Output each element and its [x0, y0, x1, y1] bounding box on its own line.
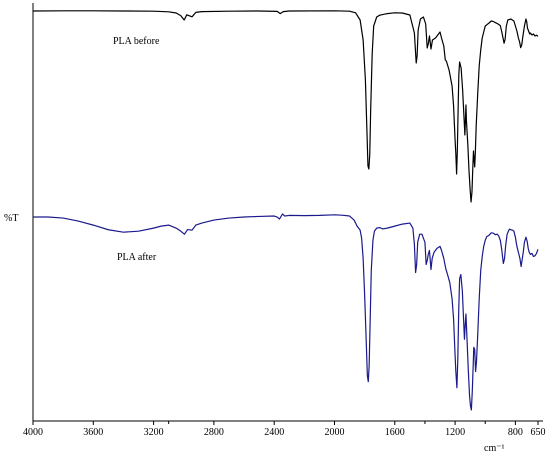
series-pla-after [33, 213, 539, 411]
series-label-before: PLA before [113, 36, 160, 47]
series-pla-before [32, 10, 539, 203]
x-tick-label-3600: 3600 [83, 427, 103, 438]
x-tick-label-1200: 1200 [445, 427, 465, 438]
y-axis-label: %T [4, 213, 18, 224]
axes [32, 3, 543, 422]
x-axis-label: cm⁻¹ [484, 443, 505, 454]
x-tick-label-2400: 2400 [264, 427, 284, 438]
series-label-after: PLA after [117, 252, 157, 263]
series-line-pla-before [32, 10, 539, 203]
x-tick-label-2800: 2800 [204, 427, 224, 438]
x-tick-label-650: 650 [531, 427, 546, 438]
x-tick-label-4000: 4000 [23, 427, 43, 438]
x-tick-label-800: 800 [508, 427, 523, 438]
x-tick-label-3200: 3200 [144, 427, 164, 438]
x-ticks: 4000 3600 3200 2800 2400 2000 1600 1200 800 650 [23, 421, 546, 438]
series-line-pla-after [33, 213, 539, 411]
x-tick-label-1600: 1600 [385, 427, 405, 438]
x-tick-label-2000: 2000 [324, 427, 344, 438]
